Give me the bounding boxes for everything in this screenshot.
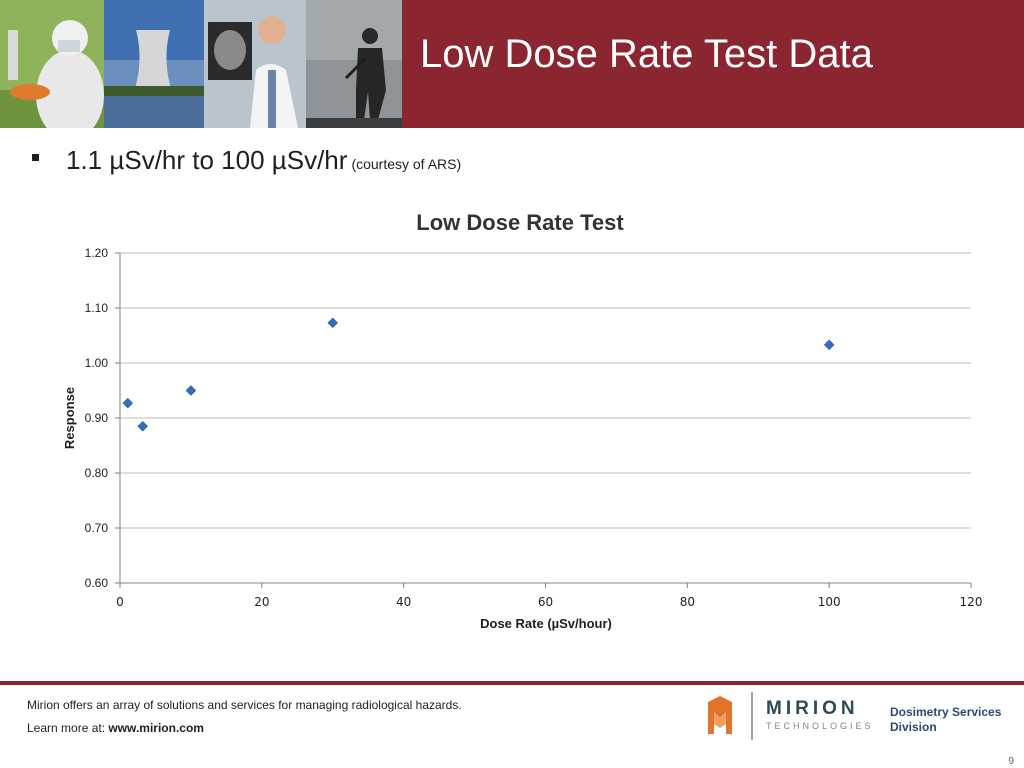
mirion-logo-icon	[708, 692, 753, 740]
bullet-square-icon	[32, 154, 39, 161]
x-tick-label: 0	[116, 595, 124, 609]
x-axis-ticks: 0 20 40 60 80 100 120	[116, 583, 982, 609]
x-tick-label: 120	[960, 595, 983, 609]
x-tick-label: 60	[538, 595, 553, 609]
y-tick-label: 0.60	[85, 576, 109, 590]
slide-title: Low Dose Rate Test Data	[420, 32, 873, 76]
y-tick-label: 1.00	[85, 356, 109, 370]
y-tick-label: 0.70	[85, 521, 109, 535]
footer-learn-more: Learn more at: www.mirion.com	[27, 721, 204, 735]
footer-divider	[0, 681, 1024, 685]
cooling-tower-photo	[104, 0, 204, 128]
x-tick-label: 100	[818, 595, 841, 609]
division-line-1: Dosimetry Services	[890, 705, 1002, 719]
x-tick-label: 40	[396, 595, 411, 609]
bullet-note: (courtesy of ARS)	[351, 156, 462, 172]
y-tick-label: 0.90	[85, 411, 109, 425]
division-label: Dosimetry Services Division	[890, 705, 1001, 735]
x-tick-label: 20	[254, 595, 269, 609]
bullet-text: 1.1 µSv/hr to 100 µSv/hr (courtesy of ARS…	[66, 145, 461, 176]
field-worker-photo	[0, 0, 104, 128]
footer-url-link[interactable]: www.mirion.com	[108, 721, 204, 735]
chart-title: Low Dose Rate Test	[416, 210, 624, 235]
data-point-marker	[137, 420, 149, 432]
y-axis-label: Response	[62, 387, 77, 449]
footer-tagline: Mirion offers an array of solutions and …	[27, 698, 462, 712]
page-number: 9	[1008, 756, 1014, 767]
soldier-photo	[306, 0, 402, 128]
scatter-chart: Low Dose Rate Test 0.60 0.70 0.80 0.90 1.00 1…	[62, 210, 982, 631]
data-point-marker	[185, 385, 197, 396]
gridlines	[120, 252, 971, 529]
learn-more-label: Learn more at:	[27, 721, 106, 735]
y-tick-label: 1.20	[85, 246, 109, 260]
data-point-marker	[327, 317, 339, 329]
doctor-xray-photo	[204, 0, 306, 128]
y-tick-label: 0.80	[85, 466, 109, 480]
division-line-2: Division	[890, 720, 937, 734]
x-axis-label: Dose Rate (µSv/hour)	[480, 616, 612, 631]
x-tick-label: 80	[680, 595, 695, 609]
y-tick-label: 1.10	[85, 301, 109, 315]
logo-wordmark: MIRION	[766, 698, 859, 719]
logo-subtitle: TECHNOLOGIES	[766, 721, 874, 731]
bullet-main-text: 1.1 µSv/hr to 100 µSv/hr	[66, 145, 348, 175]
data-point-marker	[122, 397, 134, 409]
data-points	[122, 317, 835, 432]
data-point-marker	[823, 339, 835, 351]
y-axis-ticks: 0.60 0.70 0.80 0.90 1.00 1.10 1.20	[85, 246, 120, 590]
